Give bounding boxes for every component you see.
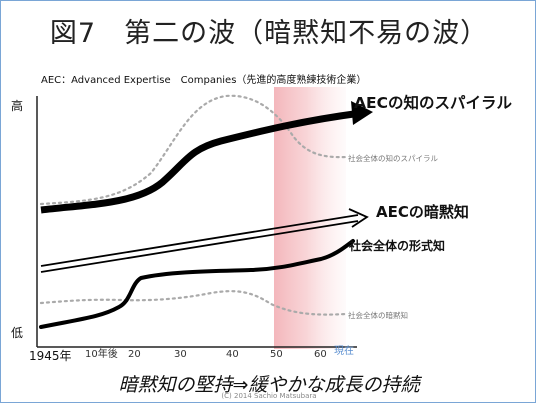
aec-spiral-label: AECの知のスパイラル [354, 93, 512, 112]
society-spiral-label: 社会全体の知のスパイラル [348, 153, 438, 163]
bottom-caption: 暗黙知の堅持⇒緩やかな成長の持続 [118, 374, 420, 396]
copyright: (C) 2014 Sachio Matsubara [221, 392, 317, 400]
tick-label: 30 [174, 349, 187, 360]
society-explicit-curve [39, 239, 355, 329]
tick-label-now: 現在 [334, 345, 354, 357]
y-high-label: 高 [11, 98, 23, 113]
tick-label: 1945年 [29, 349, 72, 363]
subtitle: AEC：Advanced Expertise Companies（先進的高度熟練… [41, 75, 367, 86]
aec-spiral-curve [40, 109, 362, 214]
society-tacit-label: 社会全体の暗黙知 [348, 310, 408, 320]
tick-label: 20 [128, 349, 141, 360]
society-spiral-curve [39, 94, 348, 206]
page-title: 図7 第二の波（暗黙知不易の波） [49, 18, 489, 49]
aec-spiral-arrowhead [351, 101, 373, 125]
tick-label: 50 [270, 349, 283, 360]
aec-tacit-arrowhead [348, 208, 369, 228]
aec-tacit-line-upper [40, 214, 359, 267]
tick-label: 10年後 [85, 347, 118, 360]
tick-label: 40 [226, 349, 239, 360]
tick-label: 60 [314, 349, 327, 360]
society-tacit-curve [39, 290, 348, 316]
y-low-label: 低 [11, 326, 23, 340]
society-explicit-label: 社会全体の形式知 [348, 238, 445, 253]
aec-tacit-label: AECの暗黙知 [376, 203, 469, 221]
aec-tacit-line-lower [40, 220, 359, 273]
